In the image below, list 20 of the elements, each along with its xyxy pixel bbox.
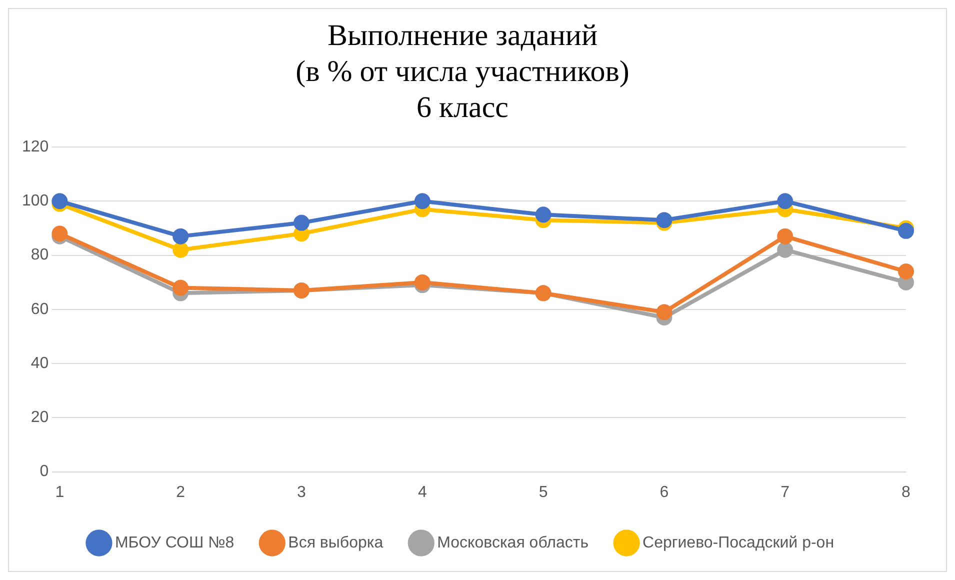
legend-label: Вся выборка [288, 534, 384, 552]
y-tick-label: 80 [30, 246, 49, 264]
x-tick-label: 1 [55, 484, 64, 501]
y-tick-label: 0 [40, 463, 49, 480]
x-tick-label: 3 [297, 484, 306, 501]
y-tick-label: 20 [30, 409, 49, 426]
legend-label: Сергиево-Посадский р-он [642, 534, 834, 552]
legend-label: МБОУ СОШ №8 [114, 534, 234, 552]
y-tick-label: 100 [22, 192, 49, 210]
x-tick-label: 2 [176, 484, 186, 501]
x-tick-label: 8 [902, 484, 911, 501]
chart-title: Выполнение заданий (в % от числа участников) 6 класс [296, 18, 630, 124]
x-tick-label: 6 [660, 484, 669, 501]
x-tick-label: 4 [418, 484, 427, 501]
y-tick-label: 120 [22, 138, 49, 156]
y-tick-label: 60 [30, 300, 49, 318]
y-tick-label: 40 [30, 354, 49, 372]
x-tick-label: 7 [780, 484, 790, 501]
x-tick-label: 5 [538, 484, 548, 501]
legend-label: Московская область [437, 534, 589, 552]
